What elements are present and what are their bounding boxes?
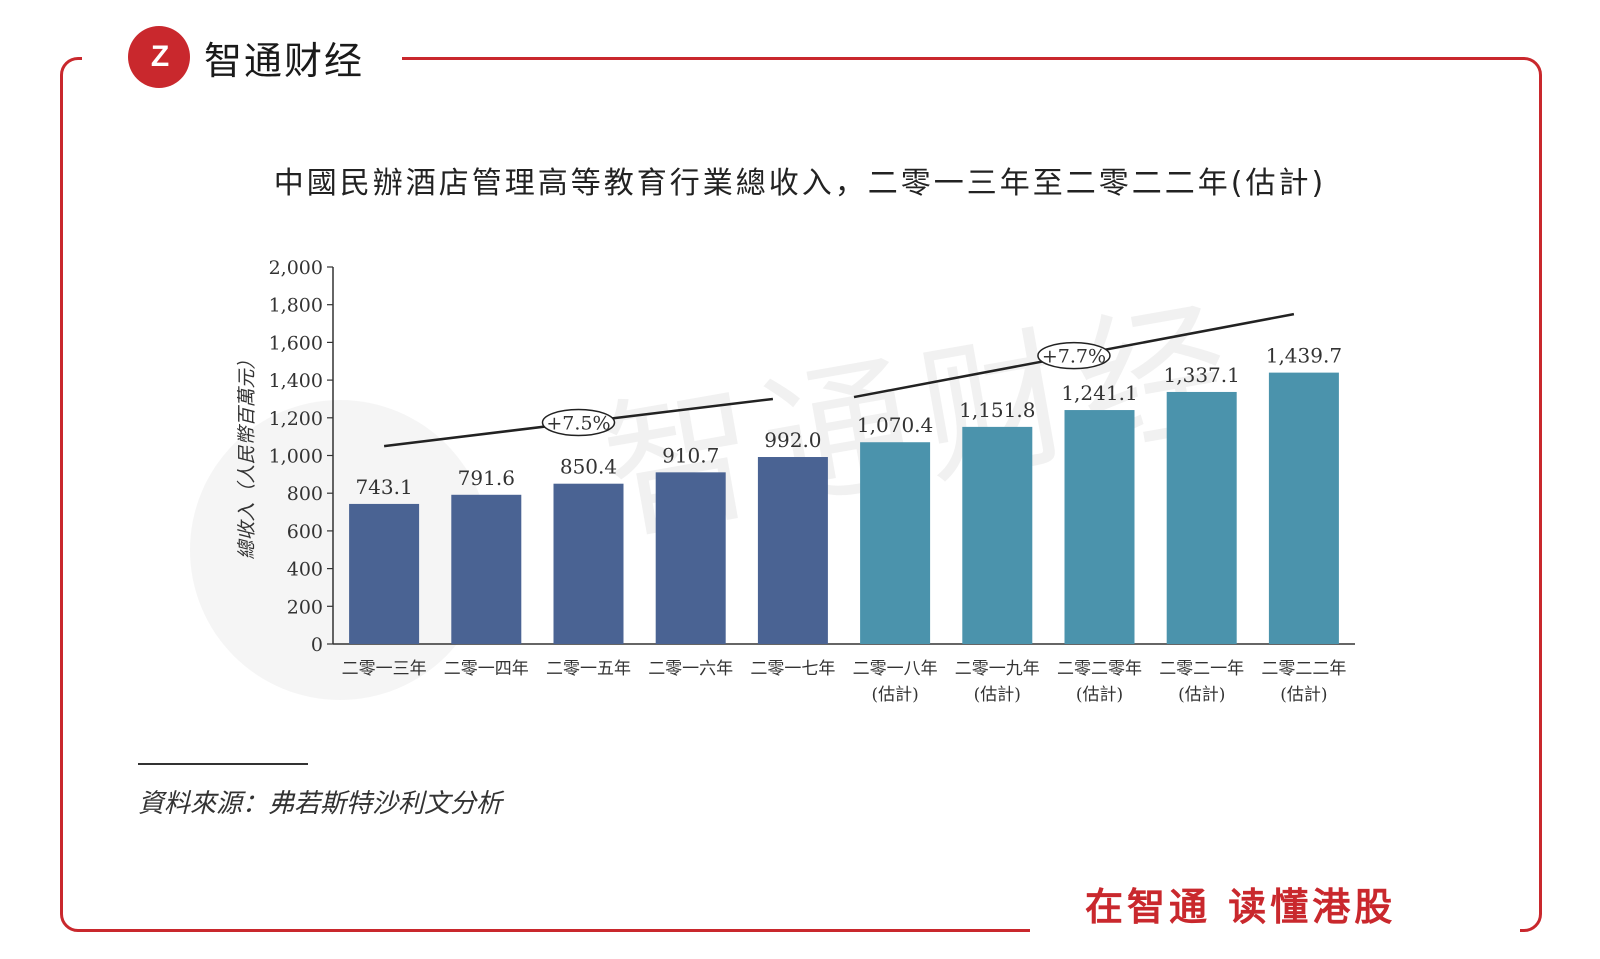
- bar-value-label: 791.6: [458, 466, 515, 490]
- y-tick-label: 200: [287, 596, 323, 618]
- bar-value-label: 1,439.7: [1266, 344, 1342, 368]
- x-tick-sublabel: (估計): [1178, 685, 1225, 705]
- bar: [1064, 410, 1135, 644]
- x-tick-label: 二零一七年: [750, 659, 835, 679]
- y-tick-label: 1,600: [269, 332, 323, 354]
- source-note: 資料來源：弗若斯特沙利文分析: [138, 789, 503, 819]
- bar: [451, 494, 522, 644]
- source-divider: [138, 763, 308, 765]
- cagr-badge: [1037, 341, 1111, 370]
- x-tick-sublabel: (估計): [974, 685, 1021, 705]
- cagr-badge: [541, 408, 616, 437]
- y-tick-label: 1,400: [269, 370, 323, 392]
- x-tick-label: 二零一九年: [955, 659, 1040, 679]
- bar: [757, 457, 828, 644]
- chart-title: 中國民辦酒店管理高等教育行業總收入，二零一三年至二零二二年(估計): [273, 166, 1327, 201]
- x-tick-sublabel: (估計): [871, 685, 918, 705]
- x-tick-label: 二零一八年: [853, 659, 938, 679]
- x-tick-sublabel: (估計): [1076, 685, 1123, 705]
- bar: [1268, 372, 1339, 644]
- border-frame: [60, 57, 1542, 932]
- bar-value-label: 992.0: [764, 428, 821, 452]
- y-tick-label: 600: [287, 521, 323, 543]
- bar-value-label: 1,070.4: [857, 413, 933, 437]
- brand-logo-icon: Z: [128, 26, 190, 88]
- y-axis-label: 總收入（人民幣百萬元）: [236, 350, 258, 559]
- cagr-label: +7.7%: [1042, 346, 1106, 368]
- watermark-logo: [190, 400, 490, 700]
- y-tick-label: 400: [287, 559, 323, 581]
- bar-value-label: 1,337.1: [1164, 363, 1240, 387]
- bar-value-label: 1,151.8: [959, 398, 1035, 422]
- bar: [1166, 391, 1237, 644]
- brand-logo: Z 智通财经: [128, 26, 364, 88]
- bar-value-label: 743.1: [355, 475, 412, 499]
- x-tick-label: 二零二二年: [1261, 659, 1346, 679]
- x-tick-label: 二零二一年: [1159, 659, 1244, 679]
- y-tick-label: 1,000: [269, 446, 323, 468]
- y-tick-label: 2,000: [269, 257, 323, 279]
- bar-value-label: 850.4: [560, 455, 617, 479]
- bar: [553, 483, 624, 644]
- y-tick-label: 0: [311, 634, 323, 656]
- brand-slogan: 在智通 读懂港股: [1085, 885, 1397, 929]
- y-tick-label: 1,200: [269, 408, 323, 430]
- bar: [860, 442, 931, 644]
- x-tick-label: 二零一三年: [342, 659, 427, 679]
- y-tick-label: 800: [287, 483, 323, 505]
- bar: [655, 472, 726, 644]
- cagr-label: +7.5%: [546, 413, 610, 435]
- x-tick-label: 二零一六年: [648, 659, 733, 679]
- y-tick-label: 1,800: [269, 295, 323, 317]
- brand-name: 智通财经: [204, 38, 365, 83]
- bar: [962, 426, 1033, 644]
- bar-value-label: 1,241.1: [1061, 381, 1137, 405]
- x-tick-sublabel: (估計): [1280, 685, 1327, 705]
- x-tick-label: 二零二零年: [1057, 659, 1142, 679]
- x-tick-label: 二零一四年: [444, 659, 529, 679]
- x-tick-label: 二零一五年: [546, 659, 631, 679]
- bar: [349, 503, 420, 644]
- bar-value-label: 910.7: [662, 443, 719, 467]
